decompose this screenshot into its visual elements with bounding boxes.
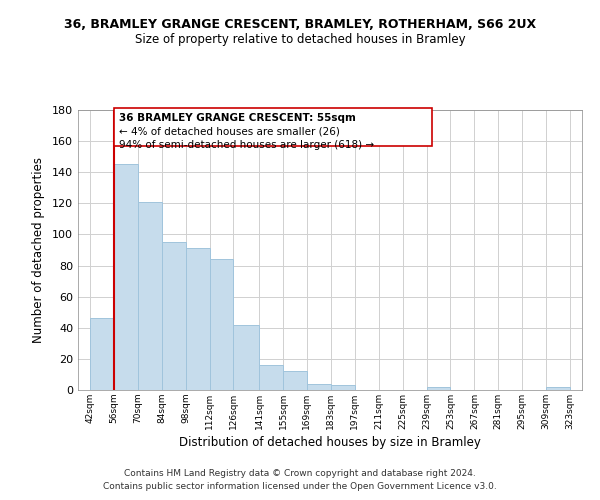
Bar [209, 260, 233, 390]
Text: Contains public sector information licensed under the Open Government Licence v3: Contains public sector information licen… [103, 482, 497, 491]
Text: ← 4% of detached houses are smaller (26): ← 4% of detached houses are smaller (26) [119, 126, 340, 136]
Bar [307, 384, 331, 390]
Bar [90, 318, 114, 390]
Y-axis label: Number of detached properties: Number of detached properties [32, 157, 45, 343]
Text: Contains HM Land Registry data © Crown copyright and database right 2024.: Contains HM Land Registry data © Crown c… [124, 468, 476, 477]
Bar [331, 386, 355, 390]
Text: Size of property relative to detached houses in Bramley: Size of property relative to detached ho… [134, 32, 466, 46]
FancyBboxPatch shape [114, 108, 431, 146]
Text: 94% of semi-detached houses are larger (618) →: 94% of semi-detached houses are larger (… [119, 140, 374, 149]
Bar [162, 242, 185, 390]
Bar [233, 324, 259, 390]
Bar [138, 202, 162, 390]
Bar [283, 372, 307, 390]
Bar [259, 365, 283, 390]
Bar [546, 387, 570, 390]
Text: 36 BRAMLEY GRANGE CRESCENT: 55sqm: 36 BRAMLEY GRANGE CRESCENT: 55sqm [119, 113, 356, 123]
Text: 36, BRAMLEY GRANGE CRESCENT, BRAMLEY, ROTHERHAM, S66 2UX: 36, BRAMLEY GRANGE CRESCENT, BRAMLEY, RO… [64, 18, 536, 30]
X-axis label: Distribution of detached houses by size in Bramley: Distribution of detached houses by size … [179, 436, 481, 449]
Bar [427, 387, 451, 390]
Bar [185, 248, 209, 390]
Bar [114, 164, 138, 390]
